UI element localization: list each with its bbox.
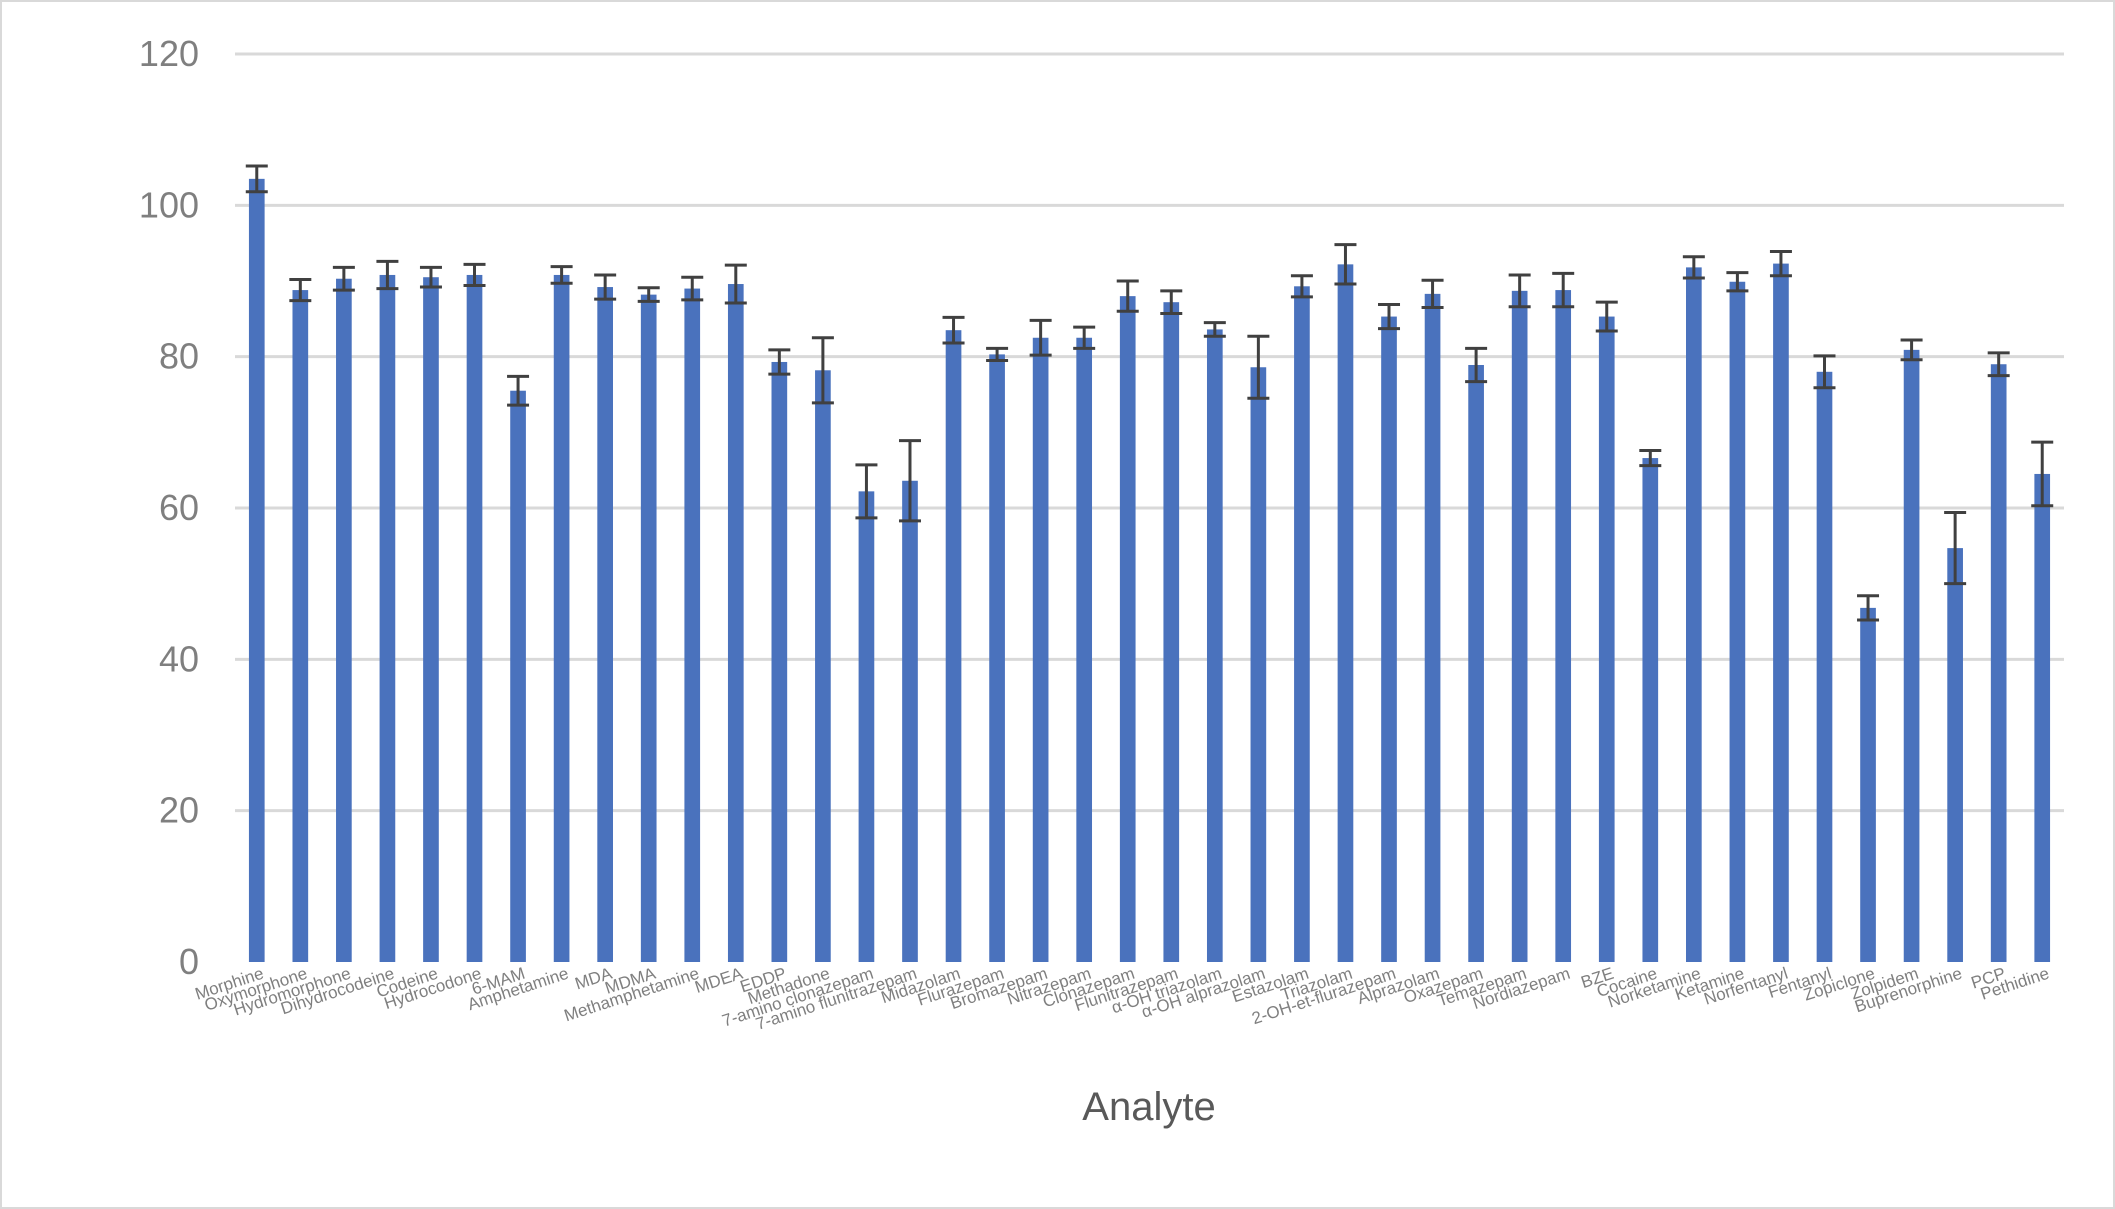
bar [1511, 290, 1528, 962]
bar [423, 277, 439, 962]
y-tick-label: 0 [179, 941, 199, 982]
y-tick-label: 60 [159, 487, 199, 528]
x-axis-ticks: MorphineOxymorphoneHydromorphoneDihydroc… [193, 964, 2052, 1034]
error-bar [1900, 338, 1923, 362]
bar [1032, 337, 1049, 962]
bar [858, 491, 875, 962]
error-bar [986, 346, 1009, 362]
bar [989, 354, 1005, 962]
bar [727, 284, 744, 962]
error-bar [1726, 271, 1749, 293]
error-bar [376, 259, 399, 291]
error-bar [724, 263, 747, 305]
bar [1163, 302, 1180, 963]
y-tick-label: 120 [139, 33, 199, 74]
bar [379, 274, 396, 962]
error-bar [289, 277, 312, 303]
bar [771, 361, 788, 962]
bar [336, 278, 352, 963]
bar [902, 480, 918, 962]
error-bar [2031, 440, 2054, 508]
bar [248, 178, 265, 963]
y-axis-ticks: 0 20 40 60 80 100 120 [139, 33, 199, 982]
error-bar [855, 463, 878, 520]
error-bar [1334, 243, 1357, 286]
bar [466, 274, 483, 962]
error-bar [1290, 274, 1313, 299]
error-bar [1116, 279, 1139, 313]
error-bar [1029, 318, 1052, 357]
bar [1294, 286, 1310, 963]
error-bar [1595, 300, 1618, 333]
bar [1773, 263, 1789, 962]
bar [815, 370, 831, 963]
error-bar [419, 265, 442, 289]
error-bar [463, 262, 486, 288]
x-axis-title: Analyte [1082, 1085, 1215, 1129]
error-bar [1769, 249, 1792, 278]
bar [945, 330, 962, 962]
bar [510, 390, 526, 962]
bar [1729, 281, 1746, 962]
y-tick-label: 40 [159, 638, 199, 679]
bar [1598, 316, 1615, 962]
bar [2034, 473, 2051, 962]
error-bar [245, 164, 268, 194]
bar [1424, 293, 1441, 962]
bar [1816, 371, 1833, 962]
error-bar [681, 275, 704, 302]
error-bar [1639, 448, 1662, 468]
error-bar [1160, 289, 1183, 316]
error-bar [1378, 302, 1401, 331]
bar [1076, 337, 1093, 962]
y-tick-label: 80 [159, 336, 199, 377]
error-bar [1203, 321, 1226, 338]
y-tick-label: 20 [159, 790, 199, 831]
bar [640, 294, 657, 962]
bar [1468, 364, 1484, 962]
error-bar [507, 374, 530, 407]
bar [1555, 290, 1572, 963]
error-bar [1944, 511, 1967, 586]
bar [1990, 364, 2007, 962]
error-bar [637, 286, 660, 303]
error-bar [1857, 594, 1880, 622]
bar [1337, 264, 1354, 962]
error-bar [1421, 278, 1444, 309]
bar [597, 287, 613, 962]
error-bar [1552, 271, 1575, 309]
bar [1119, 296, 1136, 963]
bar [292, 290, 309, 963]
error-bar [1465, 346, 1488, 384]
error-bar [942, 315, 965, 345]
error-bar [332, 265, 355, 292]
bars [248, 178, 2051, 963]
error-bar [1813, 354, 1836, 390]
error-bar [1682, 255, 1705, 280]
bar [553, 274, 570, 962]
bar [1903, 349, 1920, 962]
error-bar [811, 336, 834, 405]
error-bar [898, 439, 921, 523]
bar [1206, 329, 1223, 963]
error-bar [594, 273, 617, 301]
error-bar [1987, 351, 2010, 378]
error-bars [245, 164, 2054, 622]
bar [1381, 316, 1397, 962]
error-bar [1508, 273, 1531, 309]
bar [1642, 458, 1659, 962]
error-bar [1073, 325, 1096, 350]
bar [1686, 267, 1702, 962]
bar [1947, 548, 1963, 962]
bar [1860, 607, 1876, 962]
error-bar [768, 348, 791, 376]
bar [1250, 367, 1267, 962]
bar [684, 288, 701, 963]
gridlines [235, 52, 2064, 813]
error-bar [550, 265, 573, 285]
y-tick-label: 100 [139, 184, 199, 225]
error-bar [1247, 334, 1270, 400]
